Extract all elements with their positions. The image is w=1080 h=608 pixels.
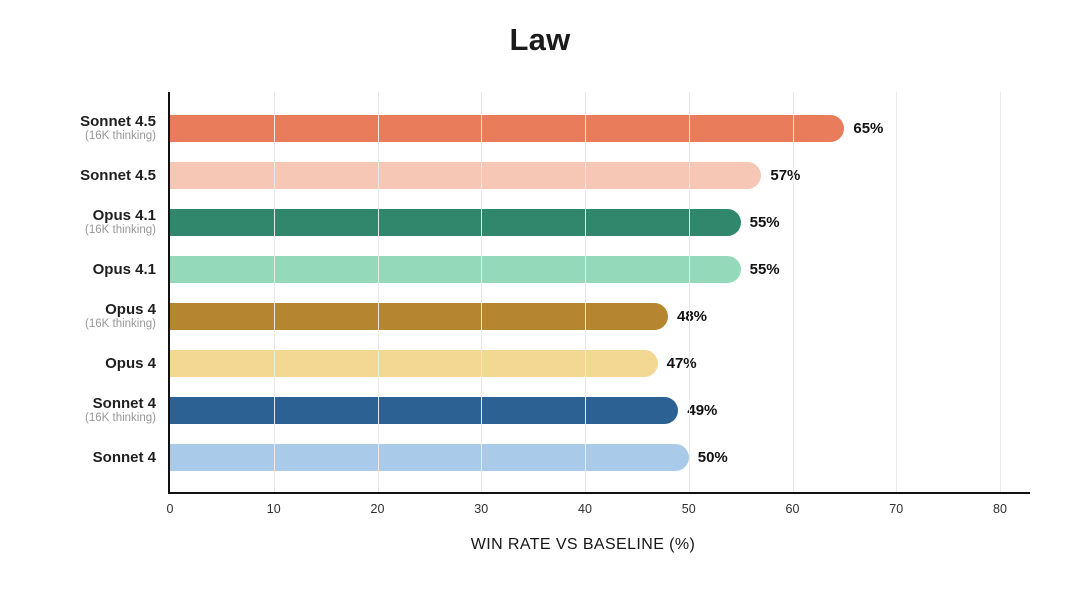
y-axis-label-row: Sonnet 4.5 (16K thinking) [0, 105, 156, 152]
bar [170, 397, 679, 424]
bar-row: 48% [170, 293, 1030, 340]
gridline [585, 92, 586, 492]
plot-area: 65% 57% 55% 55% 48% 47% 49% 50% 0 10 20 30 40 50 60 70… [167, 92, 1030, 516]
bar [170, 162, 762, 189]
y-axis-label-row: Sonnet 4 (16K thinking) [0, 387, 156, 434]
x-tick-label: 60 [785, 502, 800, 516]
x-tick-label: 10 [266, 502, 281, 516]
y-axis-label: Opus 4 [105, 354, 156, 372]
x-tick-label: 0 [166, 502, 174, 516]
y-axis-label-row: Opus 4.1 (16K thinking) [0, 199, 156, 246]
bar-row: 50% [170, 434, 1030, 481]
gridline [481, 92, 483, 492]
bar-value-label: 47% [666, 355, 697, 372]
bar [170, 444, 689, 471]
bar-row: 55% [170, 199, 1030, 246]
gridline [273, 92, 275, 492]
x-axis-title: WIN RATE VS BASELINE (%) [470, 536, 696, 553]
y-axis-label: Opus 4.1 [92, 260, 156, 278]
bar-row: 65% [170, 105, 1030, 152]
bar-row: 47% [170, 340, 1030, 387]
gridline [792, 92, 794, 492]
y-axis-label-row: Opus 4.1 [0, 246, 156, 293]
gridline [1000, 92, 1001, 492]
y-axis-sublabel: (16K thinking) [85, 412, 156, 425]
bar-row: 55% [170, 246, 1030, 293]
y-axis-label-row: Opus 4 [0, 340, 156, 387]
bar-value-label: 50% [697, 449, 728, 466]
gridline [688, 92, 690, 492]
y-axis-label: Sonnet 4.5 [80, 166, 156, 184]
bar [170, 115, 845, 142]
bar [170, 209, 741, 236]
bar-value-label: 65% [853, 120, 884, 137]
bars-container: 65% 57% 55% 55% 48% 47% 49% 50% [170, 92, 1030, 492]
bar-row: 57% [170, 152, 1030, 199]
bar [170, 303, 668, 330]
bar [170, 350, 658, 377]
y-axis-sublabel: (16K thinking) [85, 318, 156, 331]
x-tick-label: 40 [578, 502, 592, 516]
bar-row: 49% [170, 387, 1030, 434]
bar-value-label: 48% [677, 308, 708, 325]
x-tick-label: 50 [681, 502, 696, 516]
bar [170, 256, 741, 283]
x-tick-label: 20 [370, 502, 385, 516]
gridline [896, 92, 898, 492]
bar-value-label: 55% [749, 214, 780, 231]
y-axis-label: Sonnet 4.5 [80, 112, 156, 130]
gridline [377, 92, 379, 492]
y-axis-label-row: Sonnet 4.5 [0, 152, 156, 199]
bar-value-label: 55% [749, 261, 780, 278]
y-axis-sublabel: (16K thinking) [85, 224, 156, 237]
y-axis-label: Opus 4.1 [92, 206, 156, 224]
y-axis-label-row: Sonnet 4 [0, 434, 156, 481]
y-axis-label-row: Opus 4 (16K thinking) [0, 293, 156, 340]
y-axis-label: Sonnet 4 [92, 448, 156, 466]
x-tick-label: 70 [889, 502, 904, 516]
y-axis-label: Opus 4 [105, 300, 156, 318]
bar-value-label: 49% [687, 402, 718, 419]
y-axis-sublabel: (16K thinking) [85, 130, 156, 143]
x-tick-label: 30 [474, 502, 489, 516]
chart-title: Law [509, 22, 571, 57]
y-axis-labels: Sonnet 4.5 (16K thinking) Sonnet 4.5 Opus 4… [0, 92, 156, 481]
x-tick-label: 80 [993, 502, 1007, 516]
y-axis-label: Sonnet 4 [92, 394, 156, 412]
bar-value-label: 57% [770, 167, 801, 184]
